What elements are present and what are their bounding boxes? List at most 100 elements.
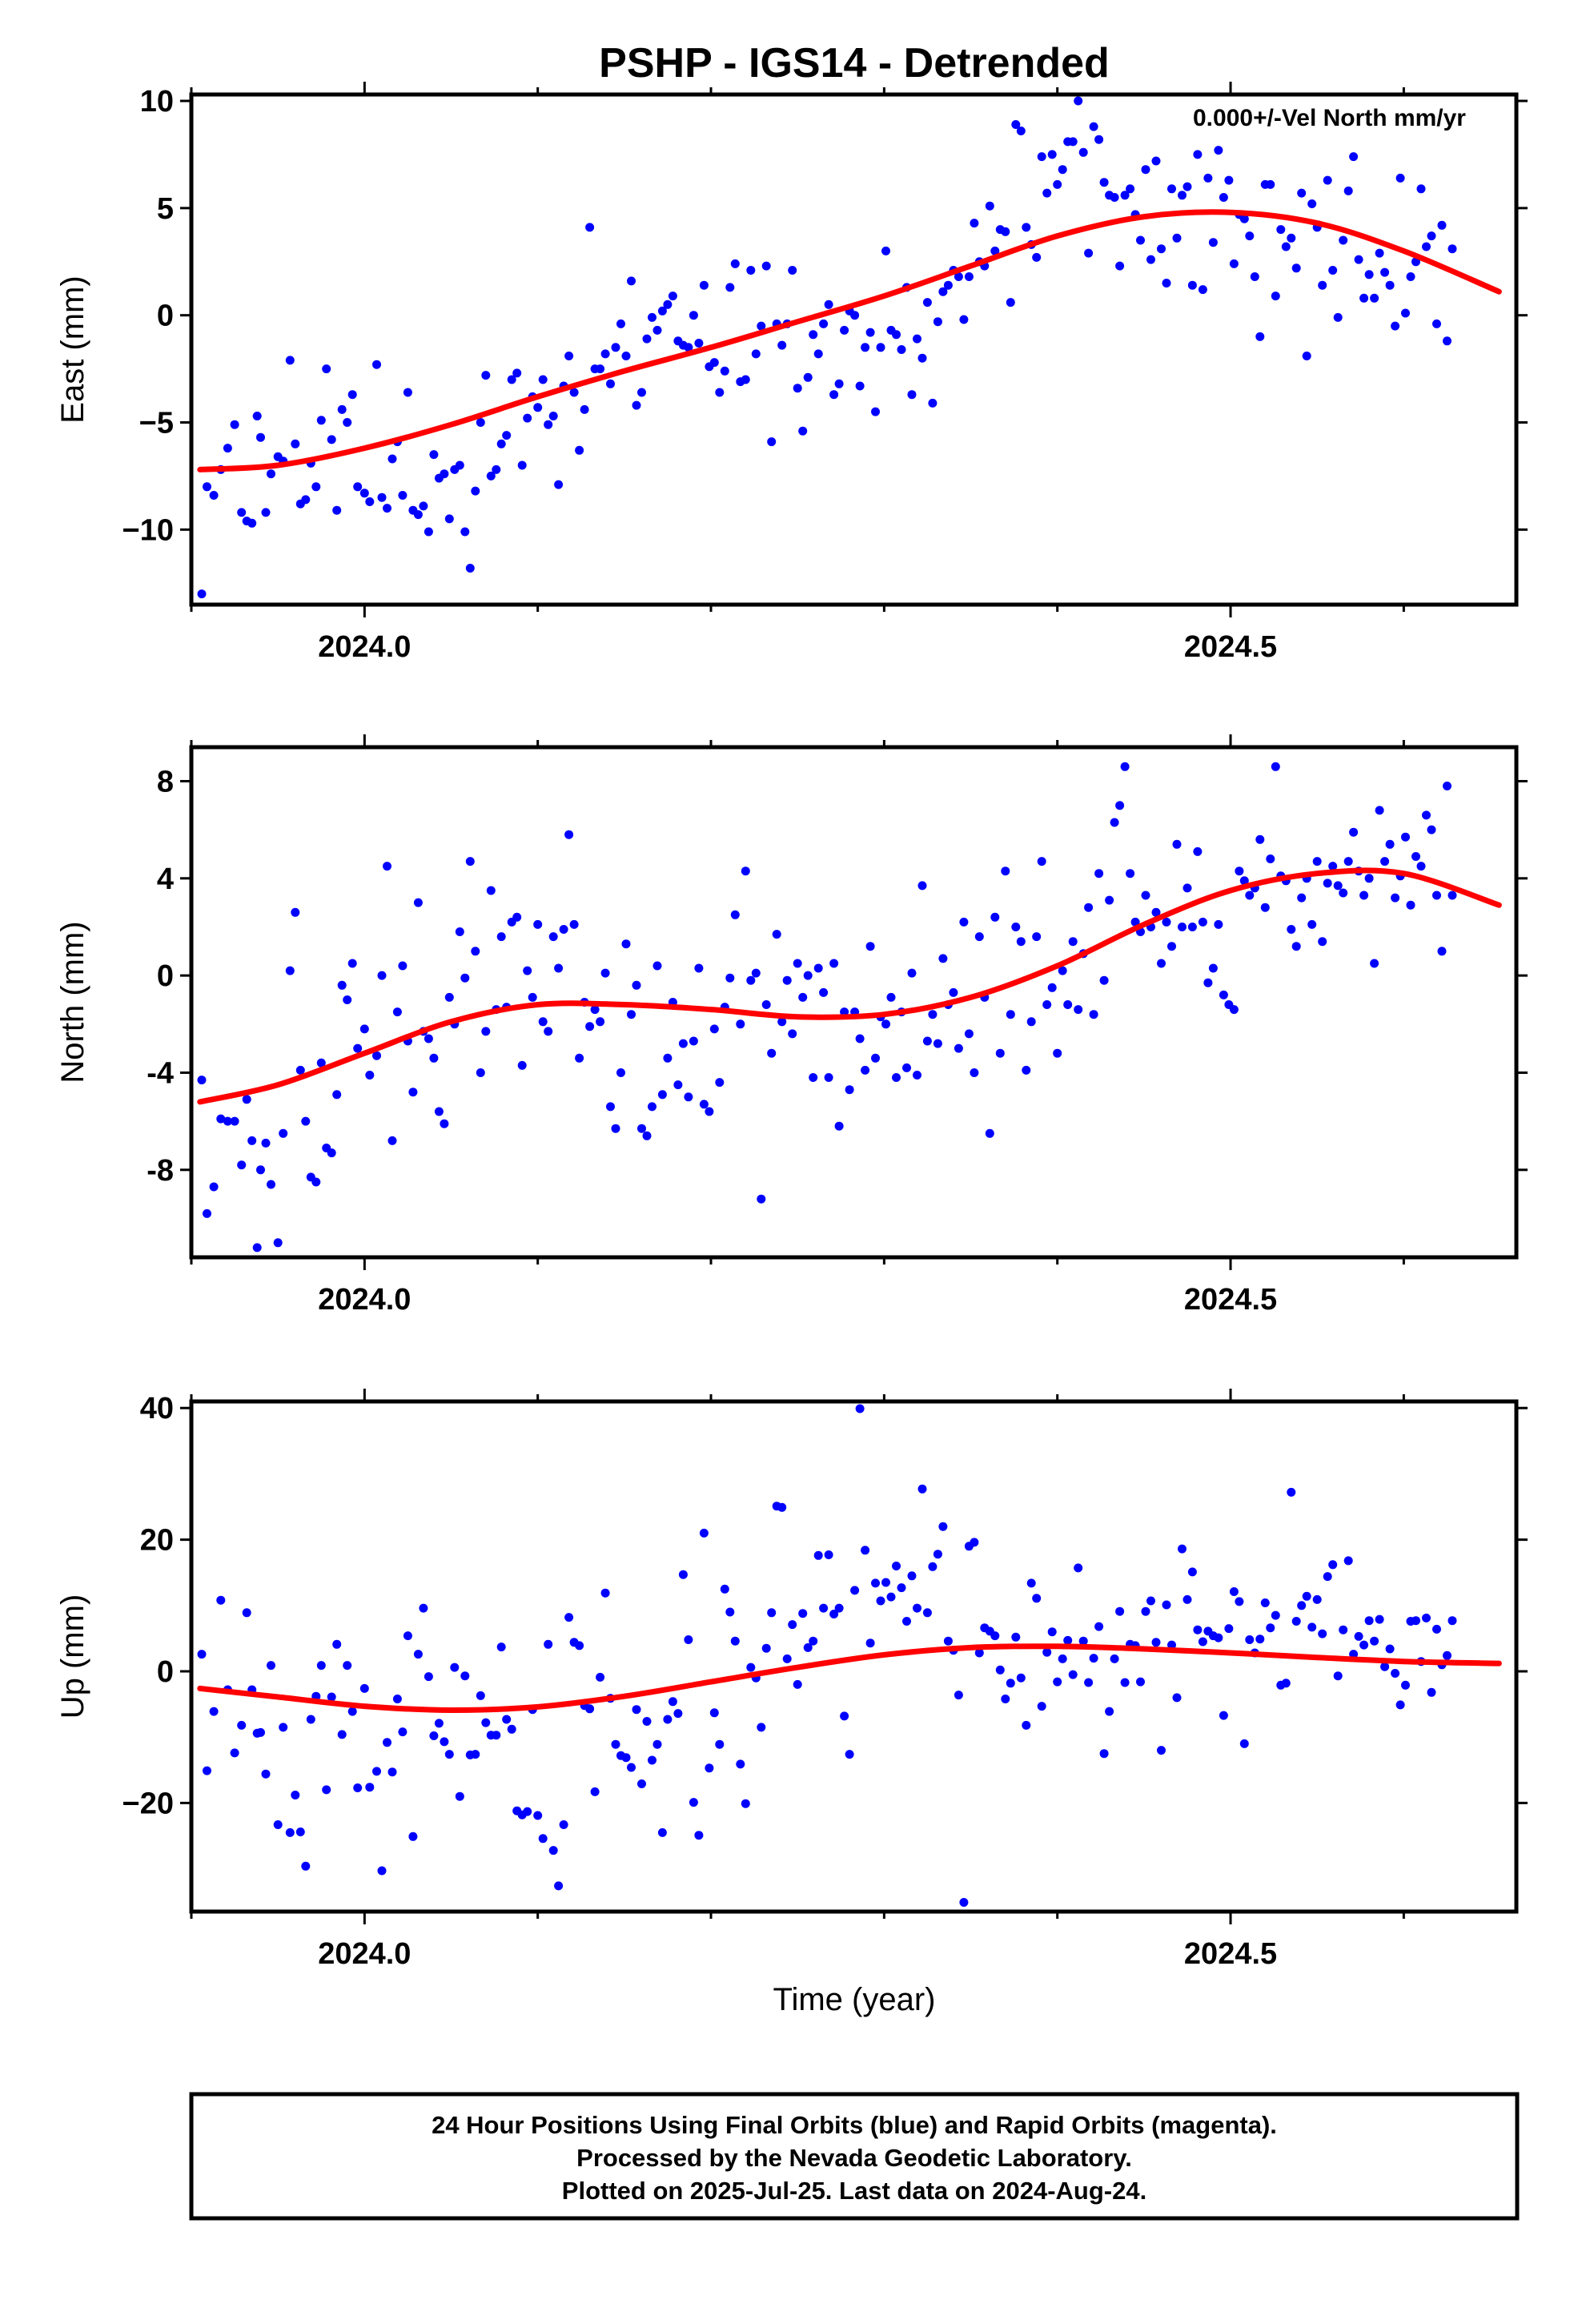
data-point xyxy=(533,1811,543,1820)
data-point xyxy=(715,388,725,397)
data-point xyxy=(913,334,921,344)
data-point xyxy=(917,881,927,891)
data-point xyxy=(865,1638,875,1648)
data-point xyxy=(1380,857,1390,866)
data-point xyxy=(709,358,719,368)
data-point xyxy=(990,912,1000,922)
data-point xyxy=(455,460,464,470)
data-point xyxy=(840,325,849,335)
data-point xyxy=(1224,1624,1234,1634)
data-point xyxy=(684,1092,693,1102)
figure-title: PSHP - IGS14 - Detrended xyxy=(599,40,1110,86)
data-point xyxy=(1401,308,1410,318)
data-point xyxy=(1022,1065,1031,1075)
data-point xyxy=(678,1570,688,1579)
data-point xyxy=(322,1785,331,1795)
data-point xyxy=(606,379,615,388)
data-point xyxy=(267,1180,275,1189)
data-point xyxy=(1281,1679,1291,1688)
caption-line-2: Processed by the Nevada Geodetic Laborat… xyxy=(576,2144,1132,2172)
data-point xyxy=(1074,1563,1083,1573)
data-point xyxy=(237,1720,247,1730)
data-point xyxy=(1016,937,1026,947)
data-point xyxy=(444,992,454,1002)
data-point xyxy=(632,400,641,410)
data-point xyxy=(1375,806,1384,815)
data-point xyxy=(741,375,750,384)
data-point xyxy=(959,1898,969,1907)
data-point xyxy=(1328,862,1338,871)
data-point xyxy=(627,1763,636,1772)
data-point xyxy=(1318,280,1327,290)
data-point xyxy=(1359,293,1369,303)
data-point xyxy=(809,1636,818,1646)
data-point xyxy=(777,1502,787,1512)
data-point xyxy=(575,1053,584,1063)
data-point xyxy=(392,1695,402,1703)
data-point xyxy=(291,1791,300,1799)
data-point xyxy=(938,954,948,963)
data-point xyxy=(327,1148,336,1158)
data-point xyxy=(1182,883,1192,893)
data-point xyxy=(813,963,823,973)
data-point xyxy=(902,1063,911,1072)
data-point xyxy=(471,947,480,956)
data-point xyxy=(424,1672,433,1682)
data-point xyxy=(715,1078,725,1088)
data-point xyxy=(1151,1638,1161,1647)
data-point xyxy=(492,464,501,474)
data-point xyxy=(1032,252,1042,262)
data-point xyxy=(1349,152,1359,162)
data-point xyxy=(1443,782,1452,790)
east-panel: −10 −5 0 5 10 2024.0 2024.5 East (mm) xyxy=(55,82,1528,664)
x-tick-label: 2024.5 xyxy=(1184,630,1277,664)
data-point xyxy=(223,1116,232,1126)
data-point xyxy=(596,364,605,374)
data-point xyxy=(1058,165,1067,175)
data-point xyxy=(476,1691,485,1700)
data-point xyxy=(1297,893,1307,903)
data-point xyxy=(1343,857,1353,866)
data-point xyxy=(1120,1678,1130,1687)
data-point xyxy=(777,340,787,350)
data-point xyxy=(1167,184,1176,194)
y-tick-label: 20 xyxy=(140,1524,174,1558)
data-point xyxy=(256,432,265,442)
data-point xyxy=(471,486,480,496)
data-point xyxy=(845,1750,854,1759)
data-point xyxy=(216,1114,226,1124)
east-axis-label: East (mm) xyxy=(55,275,90,423)
data-point xyxy=(327,435,336,444)
data-point xyxy=(1120,191,1130,200)
data-point xyxy=(892,1562,901,1570)
data-point xyxy=(1208,963,1218,973)
data-point xyxy=(1339,235,1348,245)
data-point xyxy=(365,497,375,506)
data-point xyxy=(316,1058,326,1068)
data-point xyxy=(845,1085,854,1095)
caption-box: 24 Hour Positions Using Final Orbits (bl… xyxy=(189,2092,1520,2221)
data-point xyxy=(585,1704,595,1714)
data-point xyxy=(829,390,839,400)
y-tick-label: 8 xyxy=(157,765,174,798)
data-point xyxy=(767,437,777,447)
data-point xyxy=(377,971,387,980)
data-point xyxy=(1395,1700,1405,1710)
data-point xyxy=(1302,352,1311,360)
data-point xyxy=(1307,919,1317,929)
data-point xyxy=(1198,285,1207,295)
data-point xyxy=(279,1723,288,1732)
data-point xyxy=(387,1136,397,1145)
data-point xyxy=(1214,146,1223,155)
data-point xyxy=(1328,1560,1338,1570)
data-point xyxy=(1395,173,1405,183)
data-point xyxy=(1026,1578,1036,1588)
data-point xyxy=(1354,255,1363,264)
data-point xyxy=(933,1550,942,1559)
data-point xyxy=(1291,263,1301,273)
x-axis-label: Time (year) xyxy=(773,1982,936,2017)
data-point xyxy=(301,495,311,505)
data-point xyxy=(1120,762,1130,771)
data-point xyxy=(528,992,537,1002)
